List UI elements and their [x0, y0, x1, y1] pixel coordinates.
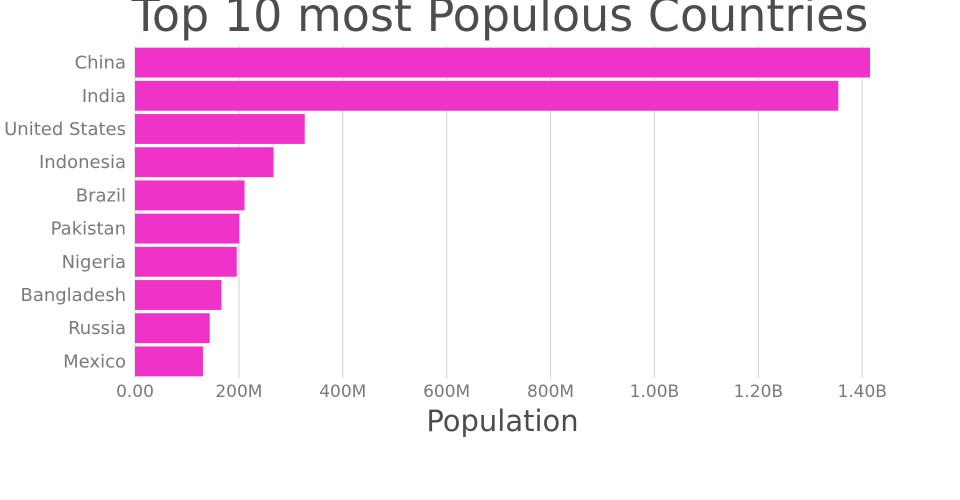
bar-united-states[interactable] [135, 114, 305, 144]
x-tick-label: 1.00B [630, 382, 680, 402]
category-label: Brazil [76, 185, 126, 206]
x-tick-label: 1.20B [734, 382, 784, 402]
bar-nigeria[interactable] [135, 246, 237, 277]
category-label: Bangladesh [20, 285, 126, 306]
category-label: Nigeria [62, 252, 126, 273]
bar-mexico[interactable] [135, 346, 203, 377]
bar-russia[interactable] [135, 313, 210, 344]
x-tick-label: 1.40B [837, 382, 887, 402]
chart-title: Top 10 most Populous Countries [131, 0, 869, 42]
category-label: India [82, 86, 126, 107]
bar-china[interactable] [135, 47, 870, 78]
x-axis-title: Population [426, 404, 579, 438]
x-tick-label: 0.00 [116, 382, 154, 402]
bar-bangladesh[interactable] [135, 280, 222, 310]
x-tick-label: 200M [215, 382, 262, 402]
x-tick-labels: 0.00 200M 400M 600M 800M 1.00B 1.20B 1.40B [116, 382, 887, 402]
bars [135, 47, 870, 377]
category-label: Indonesia [39, 152, 126, 173]
category-label: Russia [68, 318, 126, 339]
category-label: Mexico [63, 351, 126, 372]
x-tick-label: 800M [527, 382, 574, 402]
x-tick-label: 600M [423, 382, 470, 402]
bar-brazil[interactable] [135, 180, 245, 211]
category-label: United States [4, 119, 126, 140]
category-labels: China India United States Indonesia Brazil Pa… [4, 53, 126, 373]
bar-indonesia[interactable] [135, 147, 274, 178]
bar-india[interactable] [135, 80, 839, 111]
category-label: Pakistan [51, 219, 126, 240]
bar-pakistan[interactable] [135, 213, 240, 244]
category-label: China [75, 53, 126, 74]
x-tick-label: 400M [319, 382, 366, 402]
